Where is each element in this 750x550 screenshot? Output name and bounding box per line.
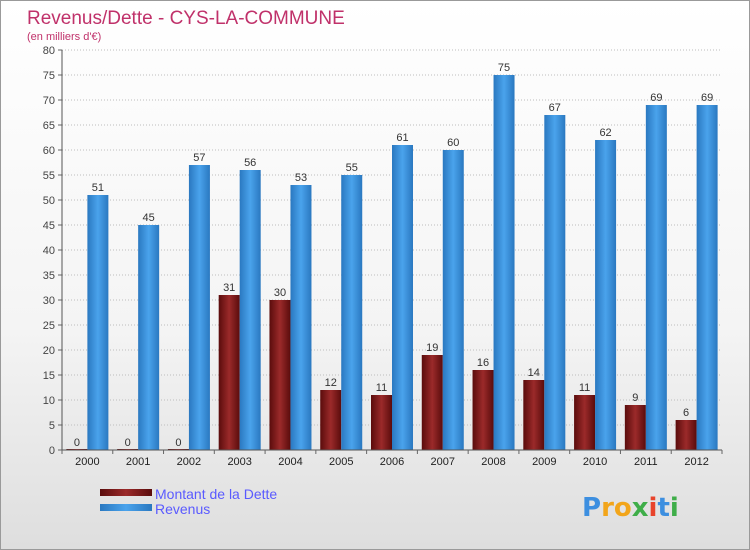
y-tick-label: 45 (43, 220, 55, 232)
bar-revenus-label: 69 (701, 92, 713, 104)
x-tick-label: 2001 (126, 456, 150, 468)
y-tick-label: 5 (49, 420, 55, 432)
bar-revenus (544, 115, 566, 450)
bar-revenus-label: 60 (447, 137, 459, 149)
chart-title: Revenus/Dette - CYS-LA-COMMUNE (27, 8, 345, 29)
y-tick-label: 30 (43, 295, 55, 307)
logo-letter: i (670, 493, 679, 523)
bar-dette-label: 12 (325, 377, 337, 389)
bar-revenus (87, 195, 109, 450)
proxiti-logo: Proxiti (582, 493, 679, 523)
x-tick-label: 2005 (329, 456, 353, 468)
bars: 0 51 0 45 0 57 31 56 30 53 12 55 11 61 19 60 16 75 14 67 11 6… (66, 62, 718, 450)
bar-dette-label: 9 (632, 392, 638, 404)
y-tick-label: 70 (43, 95, 55, 107)
bar-revenus-label: 75 (498, 62, 510, 74)
bar-revenus-label: 53 (295, 172, 307, 184)
bar-dette (421, 355, 443, 450)
bar-dette-label: 30 (274, 287, 286, 299)
bar-dette-label: 31 (223, 282, 235, 294)
y-tick-label: 50 (43, 195, 55, 207)
logo-letter: P (582, 493, 601, 523)
y-tick-label: 25 (43, 320, 55, 332)
logo-text: Proxiti (582, 493, 679, 523)
bar-revenus-label: 57 (193, 152, 205, 164)
bar-dette (472, 370, 494, 450)
bar-dette (574, 395, 596, 450)
x-tick-label: 2012 (684, 456, 708, 468)
chart-subtitle: (en milliers d'€) (27, 31, 101, 43)
y-tick-label: 0 (49, 445, 55, 457)
bar-dette-label: 16 (477, 357, 489, 369)
bar-revenus (595, 140, 617, 450)
bar-revenus (239, 170, 261, 450)
logo-letter: t (657, 493, 669, 523)
y-tick-label: 80 (43, 45, 55, 57)
x-tick-label: 2002 (177, 456, 201, 468)
bar-dette (218, 295, 240, 450)
bar-revenus (493, 75, 515, 450)
logo-letter: x (632, 493, 649, 523)
x-tick-label: 2009 (532, 456, 556, 468)
bar-revenus (392, 145, 413, 450)
bar-revenus-label: 55 (346, 162, 358, 174)
bar-dette (269, 300, 291, 450)
bar-dette-label: 11 (579, 382, 590, 394)
bar-revenus-label: 51 (92, 182, 104, 194)
y-tick-label: 75 (43, 70, 55, 82)
bar-dette-label: 14 (528, 367, 540, 379)
logo-letter: i (649, 493, 658, 523)
bar-revenus (696, 105, 718, 450)
legend-label-revenus: Revenus (155, 501, 210, 517)
bar-dette-label: 0 (125, 437, 131, 449)
y-tick-label: 65 (43, 120, 55, 132)
y-tick-label: 20 (43, 345, 55, 357)
bar-revenus-label: 45 (143, 212, 155, 224)
bar-dette-label: 6 (683, 407, 689, 419)
bar-dette (371, 395, 392, 450)
bar-dette (320, 390, 342, 450)
y-tick-label: 60 (43, 145, 55, 157)
x-tick-label: 2004 (278, 456, 302, 468)
x-tick-label: 2003 (227, 456, 251, 468)
bar-dette-label: 0 (175, 437, 181, 449)
bar-dette (523, 380, 545, 450)
bar-revenus (290, 185, 312, 450)
logo-letter: o (614, 493, 632, 523)
x-tick-label: 2007 (431, 456, 455, 468)
legend: Montant de la Dette Revenus (100, 486, 277, 517)
y-tick-label: 40 (43, 245, 55, 257)
bar-revenus (188, 165, 210, 450)
x-tick-label: 2008 (481, 456, 505, 468)
y-tick-label: 35 (43, 270, 55, 282)
bar-revenus-label: 62 (599, 127, 611, 139)
logo-letter: r (601, 493, 614, 523)
bar-revenus-label: 67 (549, 102, 561, 114)
y-tick-label: 55 (43, 170, 55, 182)
bar-revenus-label: 61 (396, 132, 408, 144)
bar-revenus (645, 105, 667, 450)
y-tick-label: 15 (43, 370, 55, 382)
bar-revenus-label: 56 (244, 157, 256, 169)
legend-swatch-revenus (100, 504, 152, 511)
x-tick-label: 2011 (634, 456, 658, 468)
bar-dette (624, 405, 646, 450)
x-tick-label: 2000 (75, 456, 99, 468)
x-tick-label: 2010 (583, 456, 607, 468)
y-tick-label: 10 (43, 395, 55, 407)
bar-dette-label: 0 (74, 437, 80, 449)
x-tick-label: 2006 (380, 456, 404, 468)
legend-label-dette: Montant de la Dette (155, 486, 277, 502)
bar-revenus-label: 69 (650, 92, 662, 104)
bar-dette (675, 420, 697, 450)
bar-revenus (442, 150, 464, 450)
bar-revenus (341, 175, 363, 450)
bar-dette-label: 19 (426, 342, 438, 354)
bar-revenus (138, 225, 160, 450)
bar-dette-label: 11 (376, 382, 387, 394)
legend-swatch-dette (100, 489, 152, 496)
